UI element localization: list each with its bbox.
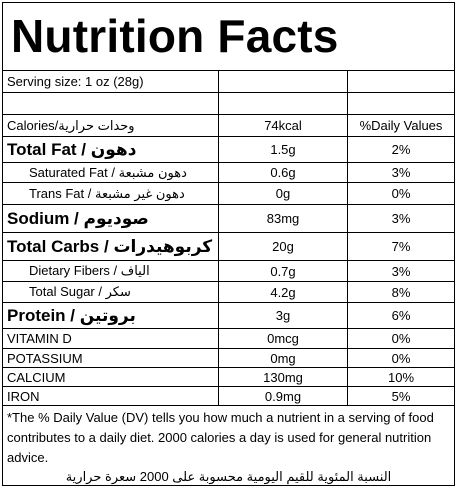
nutrient-label: Protein / بروتين (3, 303, 219, 328)
nutrient-label: IRON (3, 387, 219, 405)
nutrient-row-potassium: POTASSIUM 0mg 0% (3, 349, 454, 368)
nutrient-label: Saturated Fat / دهون مشبعة (3, 163, 219, 182)
blank-cell (348, 93, 454, 114)
nutrient-label: CALCIUM (3, 368, 219, 386)
nutrient-row-iron: IRON 0.9mg 5% (3, 387, 454, 406)
nutrient-row-total-sugar: Total Sugar / سكر 4.2g 8% (3, 282, 454, 303)
blank-row (3, 93, 454, 115)
nutrient-row-saturated-fat: Saturated Fat / دهون مشبعة 0.6g 3% (3, 163, 454, 183)
nutrient-dv: 8% (391, 284, 411, 300)
daily-values-header: %Daily Values (359, 118, 443, 133)
nutrient-dv: 3% (391, 165, 411, 180)
nutrient-dv: 5% (391, 388, 411, 404)
nutrient-amount: 0mg (219, 349, 348, 367)
nutrient-row-calcium: CALCIUM 130mg 10% (3, 368, 454, 387)
nutrient-label: Trans Fat / دهون غير مشبعة (3, 183, 219, 204)
nutrient-amount: 4.2g (219, 282, 348, 302)
calories-amount: 74kcal (219, 115, 348, 136)
label-title: Nutrition Facts (11, 10, 339, 62)
calories-label: Calories/وحدات حرارية (3, 115, 219, 136)
blank-cell (219, 93, 348, 114)
nutrient-dv: 6% (391, 308, 411, 323)
nutrition-label: Nutrition Facts Serving size: 1 oz (28g)… (2, 2, 455, 486)
nutrient-row-trans-fat: Trans Fat / دهون غير مشبعة 0g 0% (3, 183, 454, 205)
nutrient-label: Total Carbs / كربوهيدرات (3, 233, 219, 260)
nutrient-label: Dietary Fibers / الياف (3, 261, 219, 281)
nutrient-row-protein: Protein / بروتين 3g 6% (3, 303, 454, 329)
nutrient-dv: 2% (391, 142, 411, 157)
nutrient-label: Total Sugar / سكر (3, 282, 219, 302)
footnote-arabic: النسبة المئوية للقيم اليومية محسوبة على … (65, 469, 392, 484)
blank-cell (3, 93, 219, 114)
title-bar: Nutrition Facts (3, 3, 454, 71)
serving-row: Serving size: 1 oz (28g) (3, 71, 454, 93)
nutrient-row-dietary-fibers: Dietary Fibers / الياف 0.7g 3% (3, 261, 454, 282)
nutrient-row-sodium: Sodium / صوديوم 83mg 3% (3, 205, 454, 233)
nutrient-amount: 20g (219, 233, 348, 260)
nutrient-amount: 0g (219, 183, 348, 204)
nutrient-row-vitamin-d: VITAMIN D 0mcg 0% (3, 329, 454, 349)
nutrient-label: POTASSIUM (3, 349, 219, 367)
nutrient-dv: 10% (387, 369, 415, 385)
nutrient-dv: 3% (391, 263, 411, 279)
serving-size: Serving size: 1 oz (28g) (3, 71, 219, 92)
nutrient-dv: 0% (391, 186, 411, 201)
calories-row: Calories/وحدات حرارية 74kcal %Daily Valu… (3, 115, 454, 137)
nutrient-dv: 3% (391, 211, 411, 226)
nutrient-label: Sodium / صوديوم (3, 205, 219, 232)
serving-empty-dv (348, 71, 454, 92)
nutrient-amount: 0.9mg (219, 387, 348, 405)
nutrient-amount: 83mg (219, 205, 348, 232)
nutrient-amount: 3g (219, 303, 348, 328)
nutrient-dv: 0% (391, 350, 411, 366)
nutrient-dv: 7% (391, 239, 411, 254)
serving-empty-amount (219, 71, 348, 92)
nutrient-row-total-carbs: Total Carbs / كربوهيدرات 20g 7% (3, 233, 454, 261)
nutrient-amount: 130mg (219, 368, 348, 386)
nutrient-dv: 0% (391, 331, 411, 346)
nutrient-amount: 0.7g (219, 261, 348, 281)
nutrient-amount: 0mcg (219, 329, 348, 348)
nutrient-label: Total Fat / دهون (3, 137, 219, 162)
nutrient-amount: 0.6g (219, 163, 348, 182)
footnote-english: *The % Daily Value (DV) tells you how mu… (7, 410, 434, 465)
nutrient-row-total-fat: Total Fat / دهون 1.5g 2% (3, 137, 454, 163)
nutrient-amount: 1.5g (219, 137, 348, 162)
nutrient-label: VITAMIN D (3, 329, 219, 348)
